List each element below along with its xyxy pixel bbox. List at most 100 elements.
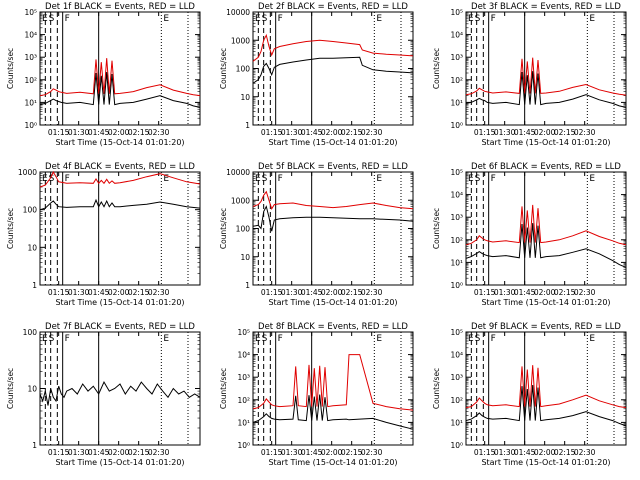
x-tick-label: 02:00 [108, 128, 130, 137]
x-tick-label: 01:45 [88, 448, 110, 457]
event-label: E [468, 334, 474, 344]
series-lld-line [252, 354, 414, 411]
x-axis-label: Start Time (15-Oct-14 01:01:20) [55, 138, 184, 147]
x-tick-label: 01:45 [301, 288, 323, 297]
x-axis-label: Start Time (15-Oct-14 01:01:20) [55, 458, 184, 467]
y-tick-label: 10⁴ [24, 31, 37, 40]
x-tick-label: 02:30 [574, 448, 596, 457]
chart-panel-4: Det 4f BLACK = Events, RED = LLD 1 10 100 10… [6, 162, 201, 307]
event-label: E [589, 174, 595, 184]
x-tick-label: 01:45 [301, 448, 323, 457]
y-tick-label: 10² [24, 76, 37, 85]
series-lld-line [252, 33, 414, 62]
event-label: E [468, 174, 474, 184]
event-label: E [255, 334, 261, 344]
x-tick-label: 01:45 [301, 128, 323, 137]
y-axis-label: Counts/sec [432, 368, 441, 409]
y-axis-label: Counts/sec [432, 208, 441, 249]
y-axis-label: Counts/sec [6, 48, 15, 89]
event-label: S [49, 334, 55, 344]
y-tick-label: 10² [237, 396, 250, 405]
x-tick-label: 02:15 [341, 288, 363, 297]
series-lld-line [465, 204, 627, 246]
event-label: F [491, 174, 496, 184]
y-tick-label: 10⁵ [24, 8, 37, 17]
y-tick-label: 1 [245, 281, 250, 290]
x-tick-label: 02:15 [554, 288, 576, 297]
y-tick-label: 10⁵ [450, 328, 463, 337]
x-tick-label: 01:30 [281, 128, 303, 137]
event-label: S [262, 174, 268, 184]
x-tick-label: 02:30 [574, 288, 596, 297]
y-tick-label: 10⁴ [450, 31, 463, 40]
y-tick-label: 1000 [18, 168, 37, 177]
y-axis-label: Counts/sec [219, 368, 228, 409]
chart-panel-3: Det 3f BLACK = Events, RED = LLD 10⁰ 10¹ 10… [432, 2, 627, 147]
x-tick-label: 02:30 [574, 128, 596, 137]
chart-title: Det 3f BLACK = Events, RED = LLD [471, 2, 621, 12]
series-events-line [465, 223, 627, 268]
chart-title: Det 2f BLACK = Events, RED = LLD [258, 2, 408, 12]
y-tick-label: 10³ [450, 53, 463, 62]
series-lld-line [465, 365, 627, 409]
y-tick-label: 100 [23, 206, 38, 215]
x-tick-label: 01:45 [514, 448, 536, 457]
x-tick-label: 02:00 [108, 288, 130, 297]
y-tick-label: 10⁰ [450, 281, 463, 290]
x-tick-label: 02:00 [321, 448, 343, 457]
chart-panel-2: Det 2f BLACK = Events, RED = LLD 1 10 100 10… [219, 2, 414, 147]
x-tick-label: 02:15 [128, 448, 150, 457]
event-label: E [42, 334, 48, 344]
x-tick-label: 01:45 [88, 288, 110, 297]
y-tick-label: 1 [32, 281, 37, 290]
x-tick-label: 01:30 [494, 288, 516, 297]
x-tick-label: 01:30 [68, 128, 90, 137]
plot-frame [39, 11, 201, 126]
x-tick-label: 02:15 [341, 128, 363, 137]
series-events-line [465, 384, 627, 427]
series-events-line [39, 72, 201, 108]
event-label: S [475, 174, 481, 184]
y-tick-label: 10⁴ [237, 351, 250, 360]
x-tick-label: 02:15 [128, 288, 150, 297]
x-tick-label: 02:15 [554, 448, 576, 457]
y-tick-label: 10 [27, 243, 37, 252]
event-label: E [163, 174, 169, 184]
y-axis-label: Counts/sec [6, 208, 15, 249]
y-tick-label: 10⁰ [237, 441, 250, 450]
y-tick-label: 100 [236, 225, 251, 234]
x-axis-label: Start Time (15-Oct-14 01:01:20) [481, 138, 610, 147]
y-tick-label: 10² [450, 76, 463, 85]
x-tick-label: 01:30 [281, 448, 303, 457]
x-tick-label: 02:15 [128, 128, 150, 137]
y-tick-label: 10² [450, 396, 463, 405]
series-lld-line [465, 57, 627, 96]
plot-frame [465, 11, 627, 126]
plot-frame [252, 171, 414, 286]
chart-panel-8: Det 8f BLACK = Events, RED = LLD 10⁰ 10¹ 10… [219, 322, 414, 467]
x-tick-label: 01:45 [88, 128, 110, 137]
plot-frame [39, 171, 201, 286]
y-tick-label: 10² [450, 236, 463, 245]
y-tick-label: 10⁰ [24, 121, 37, 130]
x-tick-label: 01:15 [474, 288, 496, 297]
x-tick-label: 01:15 [48, 448, 70, 457]
event-label: E [468, 14, 474, 24]
y-axis-label: Counts/sec [432, 48, 441, 89]
event-label: S [262, 14, 268, 24]
x-tick-label: 02:30 [361, 288, 383, 297]
y-tick-label: 10³ [450, 213, 463, 222]
y-axis-label: Counts/sec [219, 48, 228, 89]
chart-title: Det 9f BLACK = Events, RED = LLD [471, 322, 621, 332]
x-tick-label: 01:15 [474, 128, 496, 137]
x-tick-label: 01:15 [48, 128, 70, 137]
chart-title: Det 7f BLACK = Events, RED = LLD [45, 322, 195, 332]
x-tick-label: 02:00 [534, 128, 556, 137]
x-tick-label: 02:15 [341, 448, 363, 457]
y-tick-label: 1000 [231, 36, 250, 45]
y-tick-label: 10¹ [450, 258, 463, 267]
event-label: F [65, 334, 70, 344]
y-tick-label: 10000 [226, 168, 250, 177]
x-tick-label: 01:15 [261, 448, 283, 457]
x-tick-label: 01:30 [494, 448, 516, 457]
